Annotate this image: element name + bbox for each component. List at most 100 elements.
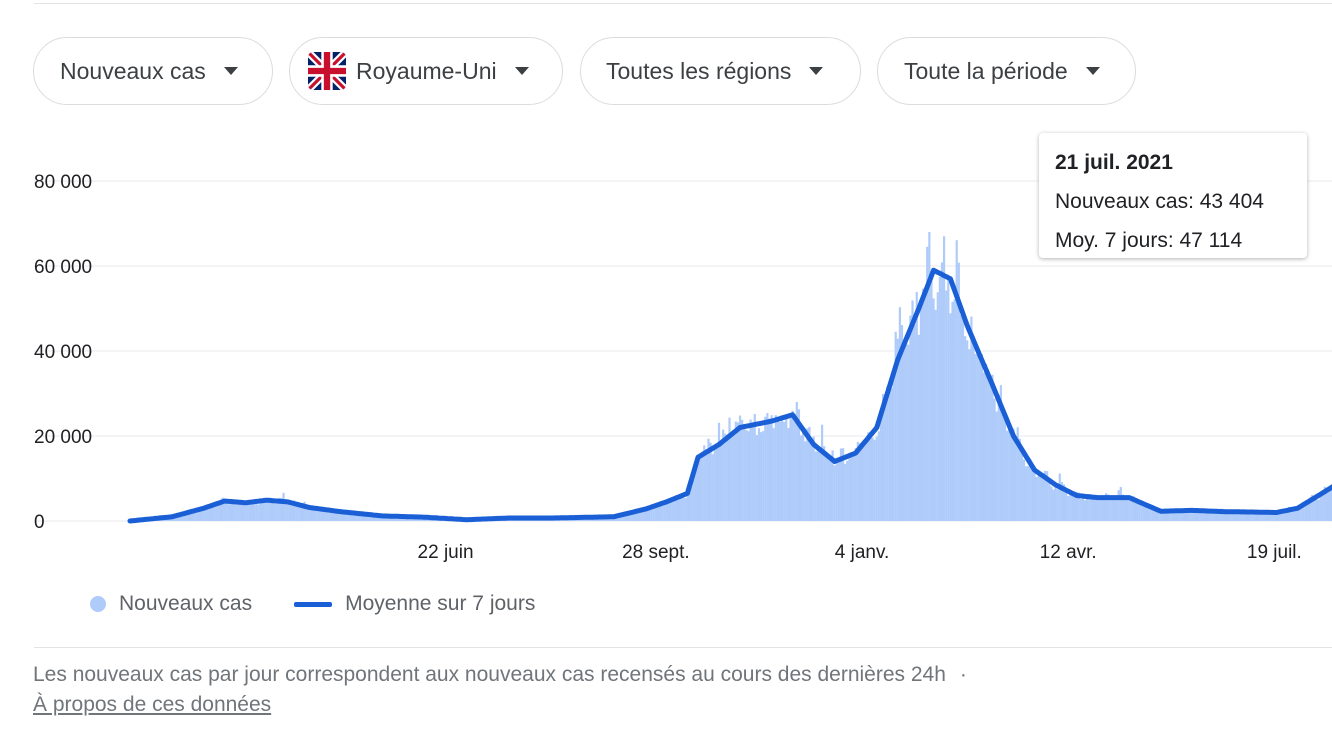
daily-bar <box>314 507 317 521</box>
daily-bar <box>1258 512 1261 521</box>
daily-bar <box>1077 492 1080 521</box>
daily-bar <box>1048 479 1051 521</box>
daily-bar <box>1176 509 1179 521</box>
daily-bar <box>837 460 841 521</box>
daily-bar <box>635 511 639 521</box>
daily-bar <box>379 515 382 521</box>
y-tick-label: 0 <box>34 512 45 533</box>
daily-bar <box>177 514 180 521</box>
daily-bar <box>225 501 228 521</box>
region-dropdown[interactable]: Toutes les régions <box>580 37 861 105</box>
daily-bar <box>1273 513 1276 521</box>
daily-bar <box>1033 471 1036 521</box>
daily-bar <box>206 504 209 521</box>
about-data-link[interactable]: À propos de ces données <box>33 693 272 716</box>
x-tick-label: 4 janv. <box>835 542 890 563</box>
daily-bar <box>219 502 222 521</box>
daily-bar <box>1311 494 1314 521</box>
daily-bar <box>1123 499 1127 521</box>
daily-bar <box>764 416 767 521</box>
daily-bar <box>185 513 188 521</box>
daily-bar <box>1184 511 1188 521</box>
daily-bar <box>974 353 977 521</box>
daily-bar <box>242 502 245 521</box>
daily-bar <box>353 513 357 521</box>
daily-bar <box>1142 506 1146 521</box>
daily-bar <box>1212 512 1215 521</box>
daily-bar <box>280 497 283 521</box>
daily-bar <box>1315 498 1318 521</box>
daily-bar <box>650 505 653 521</box>
daily-bar <box>921 288 925 521</box>
daily-bar <box>1140 503 1143 521</box>
daily-bar <box>839 448 843 521</box>
daily-bar <box>1277 511 1280 521</box>
daily-bar <box>903 346 906 521</box>
daily-bar <box>757 428 761 521</box>
daily-bar <box>194 509 197 521</box>
y-tick-label: 80 000 <box>34 172 92 193</box>
daily-bar <box>1121 494 1124 521</box>
daily-bar <box>305 506 308 521</box>
daily-bar <box>231 499 235 521</box>
daily-bar <box>1020 452 1024 521</box>
cases-chart[interactable]: 0 20 000 40 000 60 000 80 000 22 juin 28 sept… <box>0 120 1332 580</box>
daily-bar <box>1165 510 1169 521</box>
daily-bar <box>724 433 727 521</box>
daily-bar <box>200 509 203 521</box>
metric-dropdown[interactable]: Nouveaux cas <box>33 37 273 105</box>
daily-bar <box>938 276 941 521</box>
daily-bar <box>732 430 735 521</box>
daily-bar <box>846 460 849 521</box>
daily-bar <box>1029 459 1032 521</box>
daily-bar <box>307 505 310 521</box>
daily-bar <box>375 516 378 521</box>
daily-bar <box>715 444 719 521</box>
chart-legend: Nouveaux cas Moyenne sur 7 jours <box>90 592 535 616</box>
daily-bar <box>1014 442 1017 521</box>
daily-bar <box>1180 509 1183 521</box>
daily-bar <box>793 421 796 521</box>
daily-bar <box>741 419 744 521</box>
daily-bar <box>1117 490 1120 521</box>
daily-bar <box>1317 499 1320 521</box>
period-dropdown[interactable]: Toute la période <box>877 37 1136 105</box>
daily-bar <box>646 506 649 521</box>
daily-bar <box>343 511 346 521</box>
daily-bar <box>1264 512 1268 521</box>
daily-bar <box>318 509 321 521</box>
daily-bar <box>1186 511 1190 521</box>
daily-bar <box>1298 504 1301 521</box>
daily-bar <box>831 450 834 521</box>
daily-bar <box>999 385 1002 521</box>
daily-bar <box>1199 511 1202 521</box>
daily-bar <box>267 501 270 521</box>
daily-bar <box>810 441 813 521</box>
daily-bar <box>675 498 679 521</box>
daily-bar <box>1050 486 1053 521</box>
daily-bar <box>179 513 182 521</box>
daily-cases-bars <box>130 232 1332 522</box>
daily-bar <box>682 496 685 521</box>
daily-bar <box>309 506 313 521</box>
daily-bar <box>1149 504 1152 521</box>
daily-bar <box>886 386 889 521</box>
daily-bar <box>269 500 273 521</box>
daily-bar <box>627 514 630 521</box>
daily-bar <box>1231 511 1234 521</box>
daily-bar <box>1006 430 1009 521</box>
y-axis-labels: 0 20 000 40 000 60 000 80 000 <box>34 172 92 533</box>
daily-bar <box>1056 489 1059 521</box>
daily-bar <box>1239 511 1242 521</box>
chart-tooltip: 21 juil. 2021 Nouveaux cas: 43 404 Moy. … <box>1039 133 1307 258</box>
y-tick-label: 40 000 <box>34 342 92 363</box>
daily-bar <box>894 331 897 521</box>
daily-bar <box>1012 428 1015 521</box>
daily-bar <box>1285 509 1289 521</box>
region-dropdown-label: Toutes les régions <box>606 57 792 84</box>
daily-bar <box>629 512 632 521</box>
country-dropdown[interactable]: Royaume-Uni <box>289 37 563 105</box>
daily-bar <box>753 414 756 521</box>
daily-bar <box>303 501 306 521</box>
daily-bar <box>1189 510 1192 521</box>
